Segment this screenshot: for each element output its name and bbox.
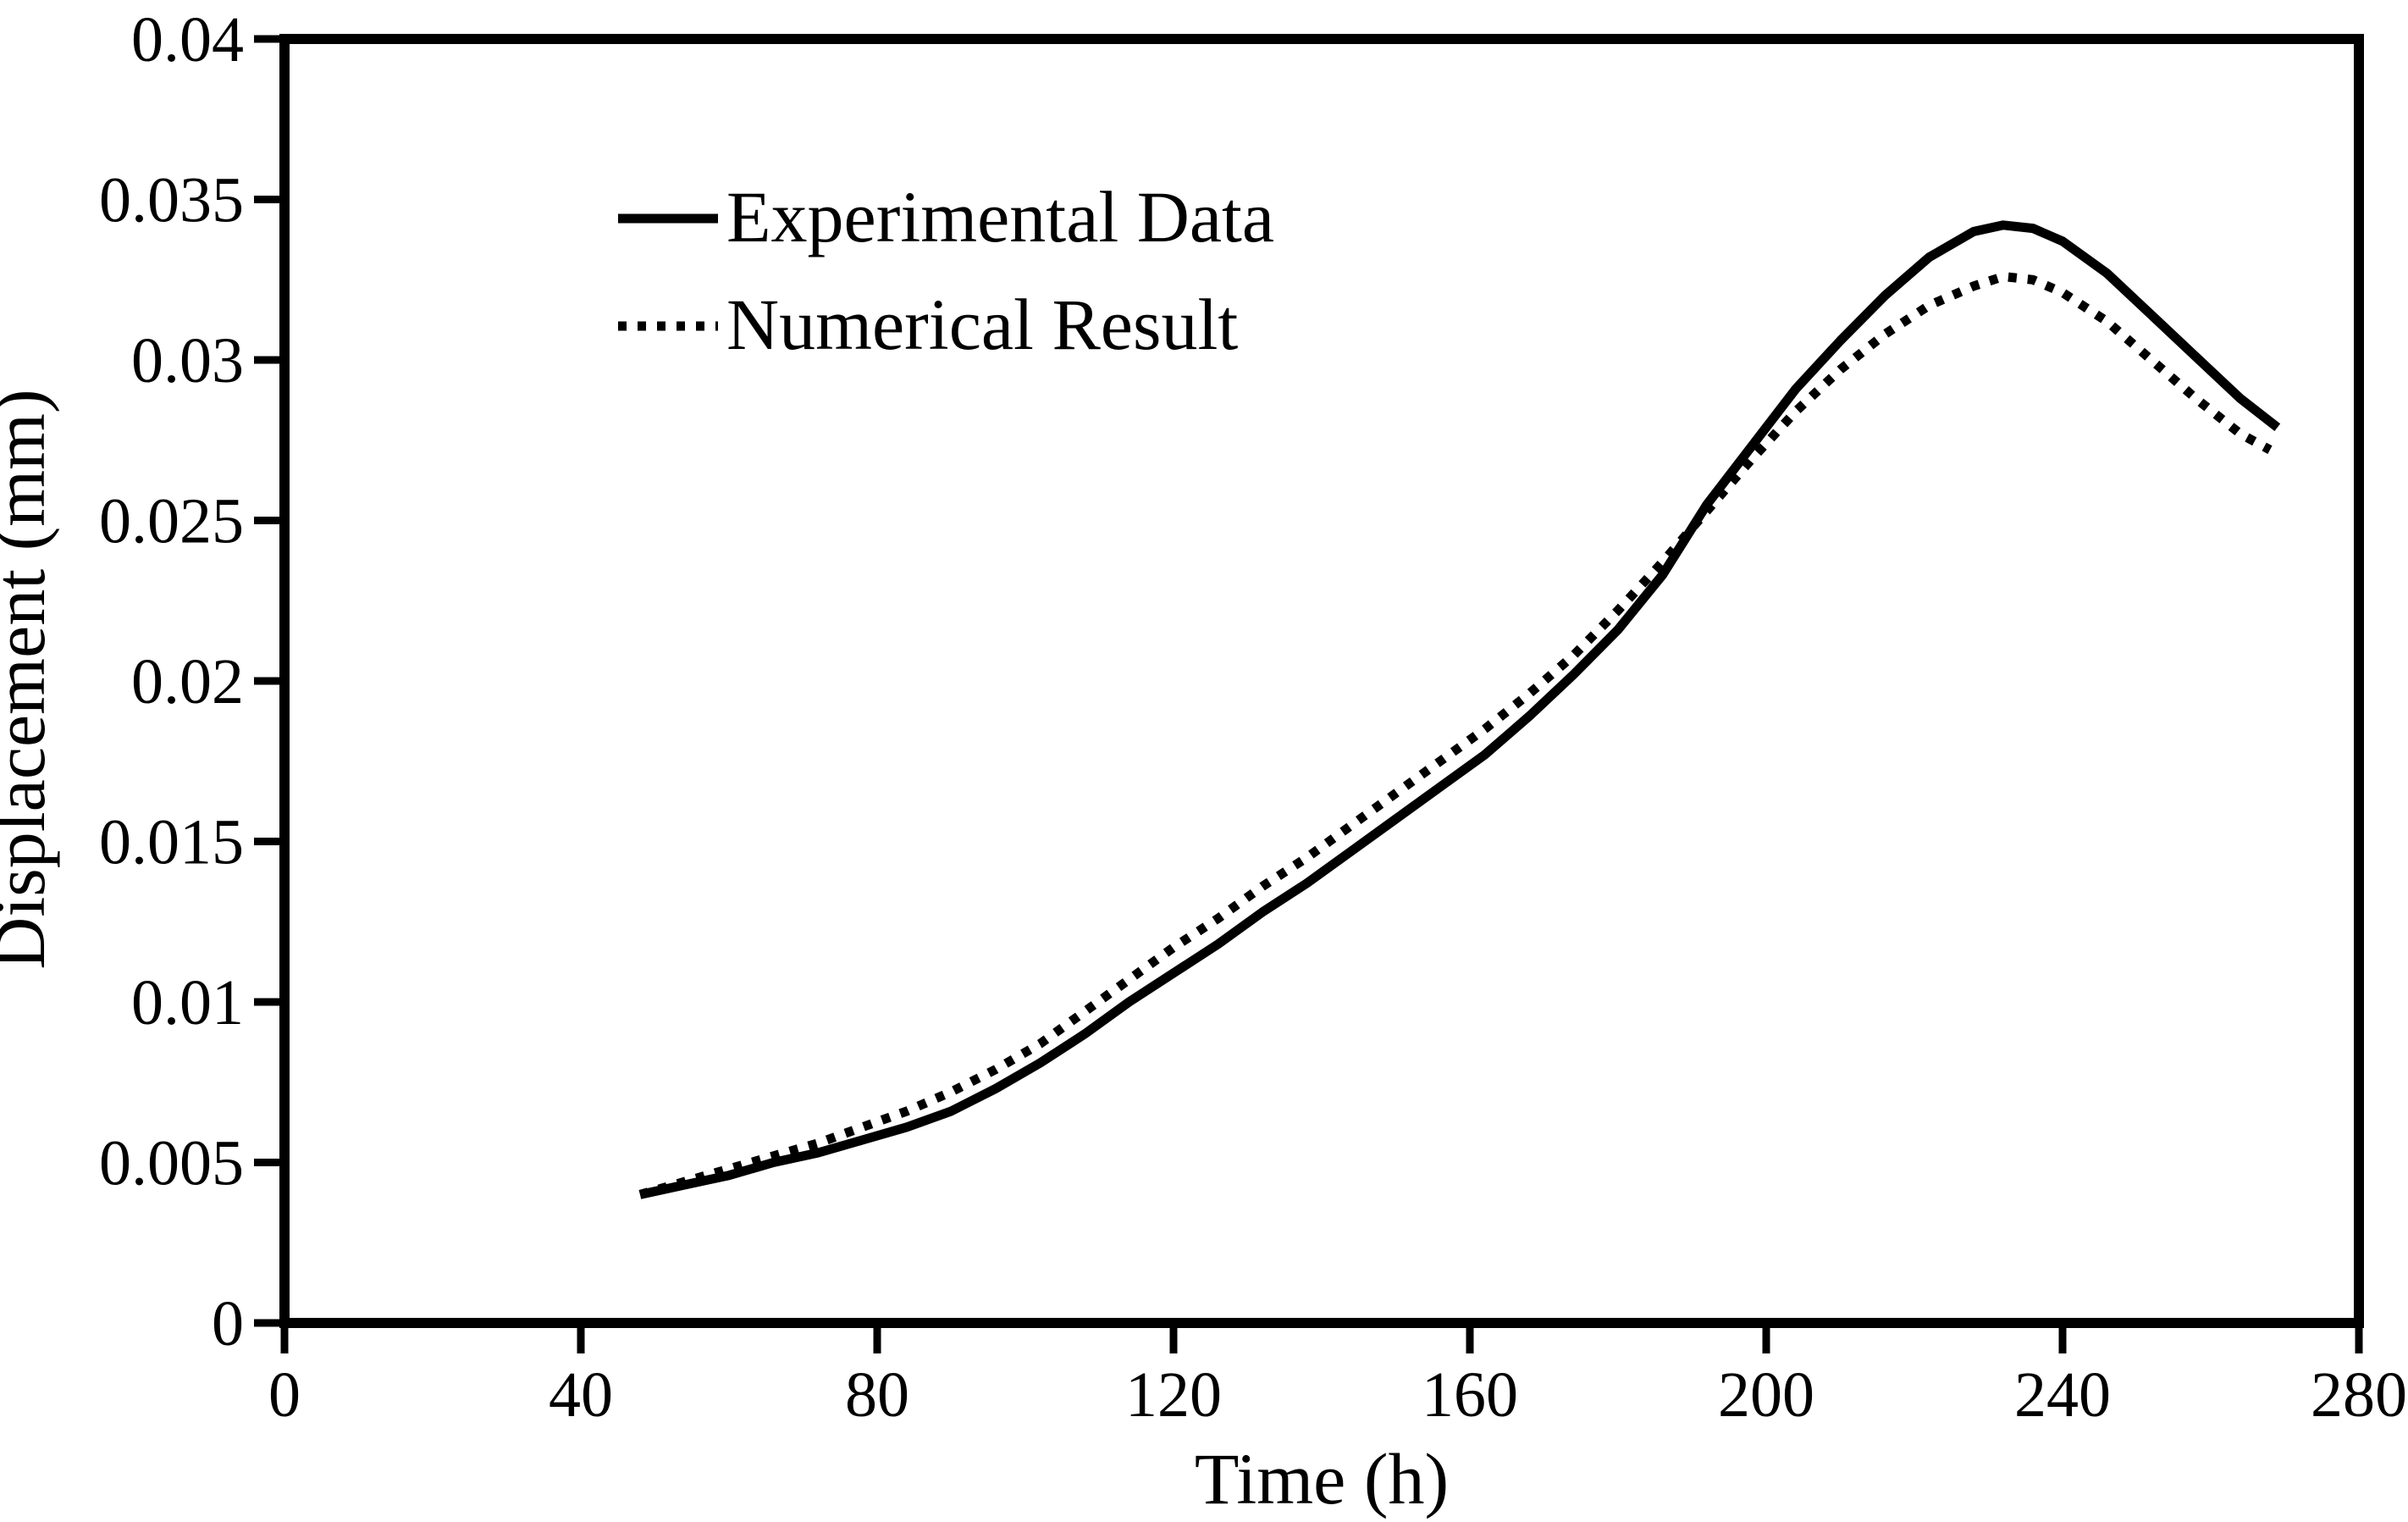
x-tick-label: 200 bbox=[1718, 1359, 1814, 1431]
y-tick-label: 0.03 bbox=[131, 325, 244, 396]
x-tick-label: 0 bbox=[268, 1359, 301, 1431]
x-axis-ticks: 0 40 80 120 160 200 240 280 bbox=[268, 1328, 2407, 1431]
series-line-experimental-data bbox=[638, 220, 2281, 1199]
y-tick-label: 0.04 bbox=[131, 4, 244, 75]
x-tick-label: 280 bbox=[2311, 1359, 2407, 1431]
y-tick-label: 0.02 bbox=[131, 646, 244, 717]
y-tick-label: 0.015 bbox=[99, 807, 244, 878]
x-axis-title: Time (h) bbox=[1195, 1438, 1449, 1519]
plot-area-border bbox=[279, 34, 2364, 1328]
x-tick-label: 160 bbox=[1422, 1359, 1518, 1431]
y-tick-label: 0.01 bbox=[131, 967, 244, 1038]
legend: Experimental Data Numerical Result bbox=[618, 176, 1274, 365]
y-tick-label: 0 bbox=[212, 1288, 244, 1359]
legend-label-experimental: Experimental Data bbox=[726, 176, 1274, 257]
y-tick-label: 0.025 bbox=[99, 486, 244, 557]
y-axis-ticks: 0 0.005 0.01 0.015 0.02 0.025 0.03 0.035 0.04 bbox=[99, 4, 279, 1359]
x-tick-label: 80 bbox=[845, 1359, 909, 1431]
legend-label-numerical: Numerical Result bbox=[726, 284, 1238, 365]
series-line-numerical-result bbox=[638, 272, 2273, 1199]
y-tick-label: 0.005 bbox=[99, 1128, 244, 1199]
y-axis-title: Displacement (mm) bbox=[0, 389, 60, 969]
y-tick-label: 0.035 bbox=[99, 165, 244, 236]
x-tick-label: 240 bbox=[2014, 1359, 2111, 1431]
series-lines bbox=[638, 220, 2281, 1199]
x-tick-label: 40 bbox=[549, 1359, 613, 1431]
x-tick-label: 120 bbox=[1125, 1359, 1222, 1431]
